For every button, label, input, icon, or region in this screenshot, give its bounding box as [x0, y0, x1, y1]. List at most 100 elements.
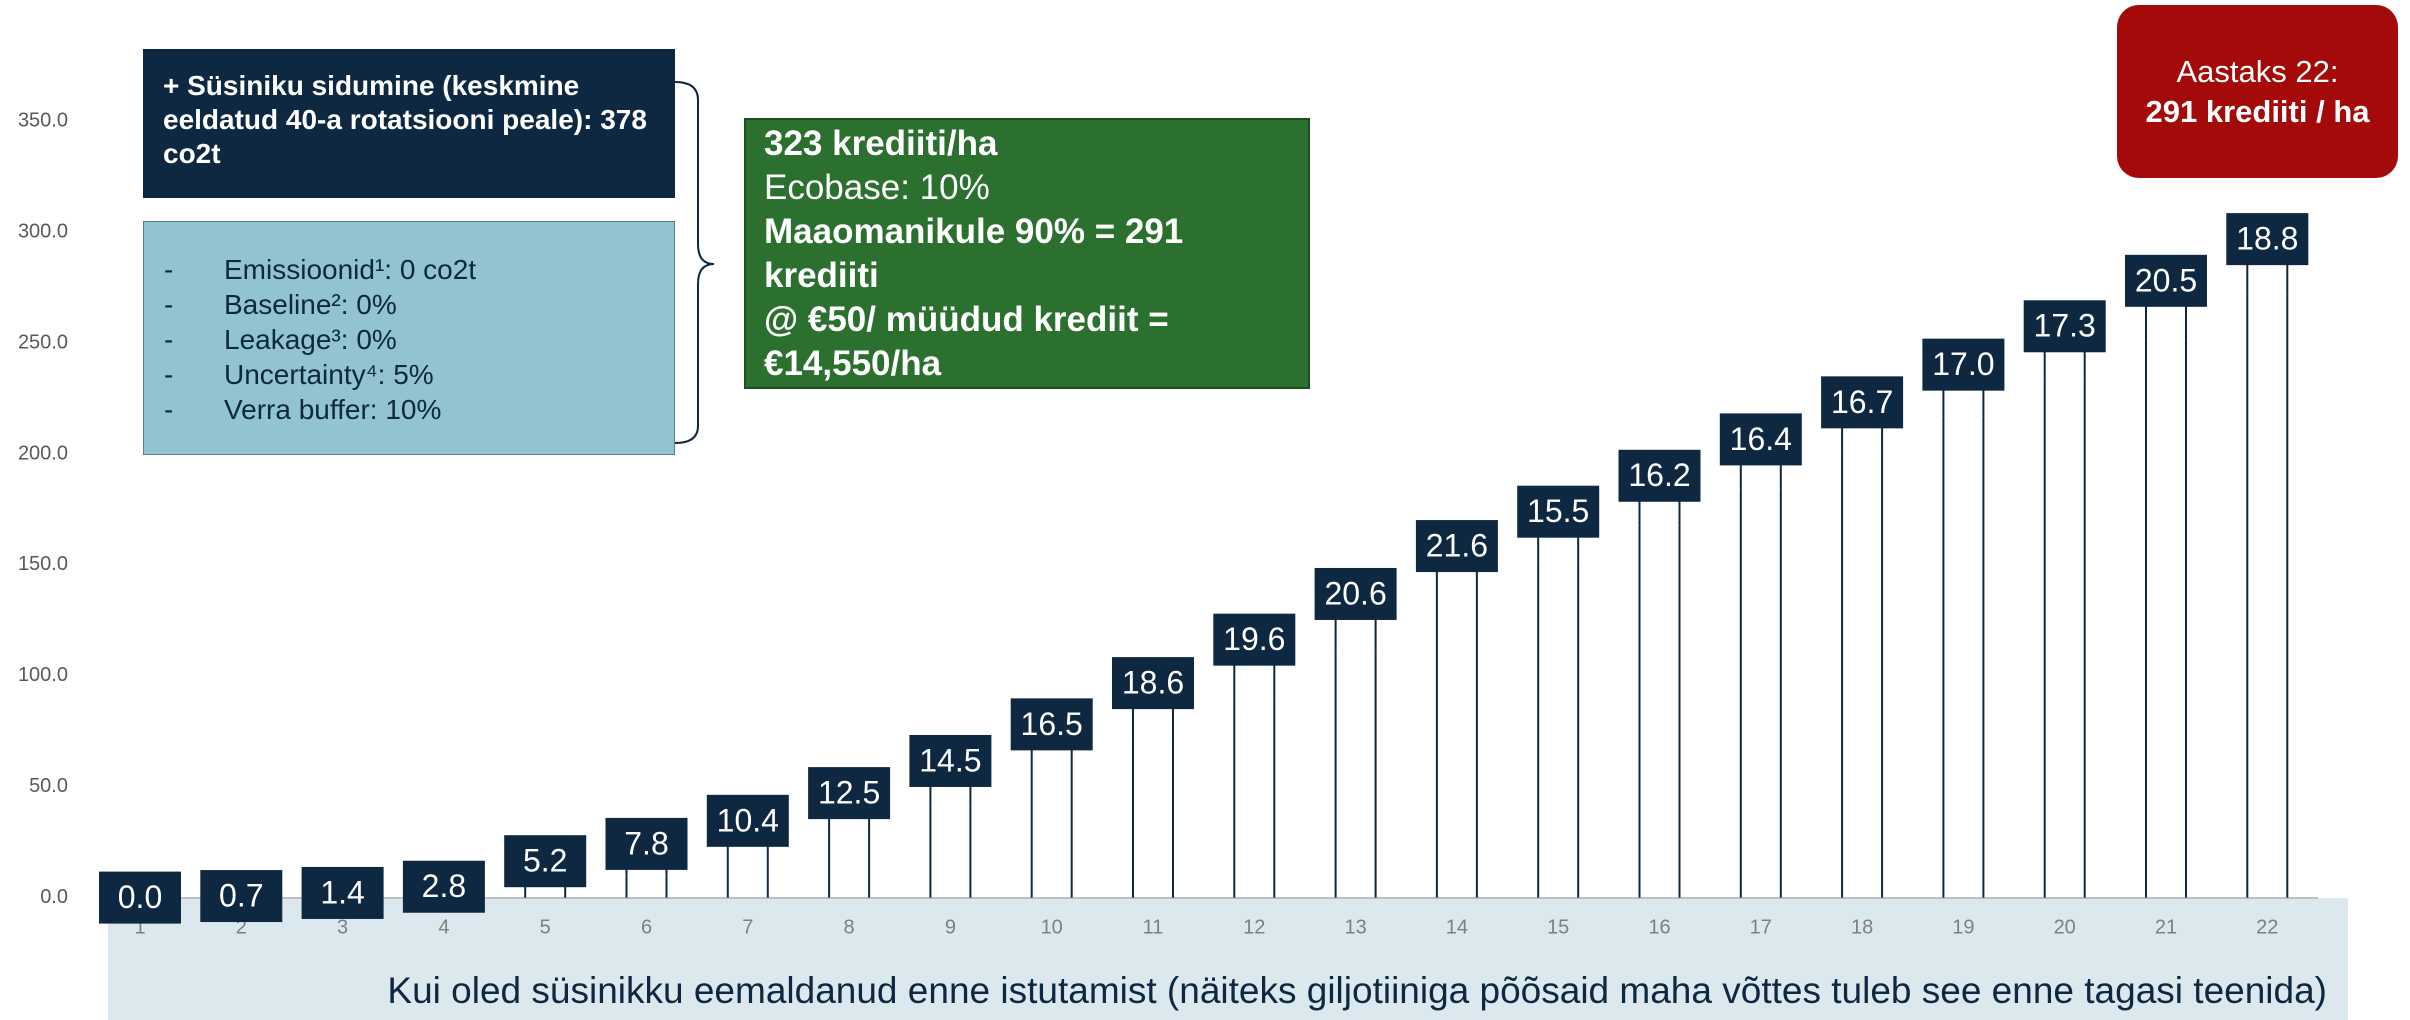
value-label: 17.3	[2034, 308, 2096, 344]
value-label: 20.6	[1324, 575, 1386, 611]
value-label-box	[504, 835, 587, 888]
parameter-item: Leakage³: 0%	[164, 322, 654, 357]
value-label-box	[1314, 567, 1397, 620]
x-tick-label: 12	[1243, 916, 1265, 938]
y-tick-label: 250.0	[18, 331, 68, 353]
value-label: 19.6	[1223, 621, 1285, 657]
y-tick-label: 350.0	[18, 110, 68, 132]
x-tick-label: 13	[1344, 916, 1366, 938]
value-label-box	[200, 870, 283, 923]
y-tick-label: 200.0	[18, 442, 68, 464]
value-label-box	[909, 734, 992, 787]
bar-base	[726, 857, 769, 898]
value-label-box	[1010, 698, 1093, 751]
value-label: 1.4	[320, 874, 364, 910]
parameter-item: Emissioonid¹: 0 co2t	[164, 252, 654, 287]
bar-base	[2145, 340, 2187, 898]
value-label: 16.7	[1831, 384, 1893, 420]
bar-base	[1132, 738, 1174, 898]
x-tick-label: 4	[438, 916, 449, 938]
x-tick-label: 9	[945, 916, 956, 938]
value-label: 14.5	[919, 742, 981, 778]
value-label: 20.5	[2135, 262, 2197, 298]
bar-base	[625, 875, 668, 898]
value-label-box	[706, 794, 789, 847]
y-tick-label: 300.0	[18, 221, 68, 243]
value-label-box	[1112, 657, 1194, 710]
bar-base	[1334, 653, 1377, 898]
value-label-box	[2226, 213, 2309, 266]
value-label: 7.8	[624, 825, 668, 861]
bar-base	[1030, 774, 1073, 898]
value-label: 5.2	[523, 843, 567, 879]
bar-base	[1435, 607, 1478, 898]
value-label: 18.8	[2236, 221, 2298, 257]
result-line: 323 krediiti/ha	[764, 124, 998, 163]
result-line: @ €50/ müüdud krediit = €14,550/ha	[764, 300, 1169, 383]
value-label: 21.6	[1426, 528, 1488, 564]
brace	[674, 81, 715, 444]
x-tick-label: 1	[134, 916, 145, 938]
value-label-box	[605, 817, 688, 870]
bar-base	[1537, 560, 1580, 898]
y-tick-label: 0.0	[40, 886, 68, 908]
x-tick-label: 16	[1648, 916, 1670, 938]
value-label-box	[1517, 485, 1600, 538]
value-label-box	[1922, 338, 2005, 391]
x-tick-label: 8	[844, 916, 855, 938]
y-tick-label: 100.0	[18, 664, 68, 686]
value-label: 0.7	[219, 878, 263, 914]
bar-base	[828, 834, 871, 898]
x-tick-label: 5	[540, 916, 551, 938]
value-label: 0.0	[118, 879, 162, 915]
value-label-box	[1618, 449, 1701, 502]
value-label-box	[1719, 413, 1802, 466]
x-tick-label: 15	[1547, 916, 1569, 938]
value-label-box	[808, 767, 891, 820]
x-tick-label: 20	[2054, 916, 2076, 938]
x-tick-label: 21	[2155, 916, 2177, 938]
result-line: Ecobase: 10%	[764, 168, 990, 207]
bar-base	[1233, 697, 1276, 898]
parameter-item: Uncertainty⁴: 5%	[164, 357, 654, 392]
value-label: 12.5	[818, 775, 880, 811]
bar-base	[524, 886, 567, 898]
value-label-box	[1415, 520, 1498, 573]
value-label-box	[402, 860, 485, 913]
x-tick-label: 18	[1851, 916, 1873, 938]
footnote: Kui oled süsinikku eemaldanud enne istut…	[387, 970, 2327, 1011]
x-tick-label: 3	[337, 916, 348, 938]
highlight-box: Aastaks 22: 291 krediiti / ha	[2117, 5, 2398, 178]
value-label: 16.2	[1628, 457, 1690, 493]
bar-base	[1841, 453, 1884, 898]
value-label-box	[301, 866, 384, 919]
highlight-line: 291 krediiti / ha	[2145, 94, 2370, 129]
bar-base	[1638, 525, 1681, 898]
value-label: 10.4	[717, 802, 779, 838]
x-tick-label: 14	[1446, 916, 1468, 938]
result-line: Maaomanikule 90% = 291 krediiti	[764, 212, 1184, 295]
x-tick-label: 22	[2256, 916, 2278, 938]
value-label: 15.5	[1527, 493, 1589, 529]
parameters-box: Emissioonid¹: 0 co2tBaseline²: 0%Leakage…	[143, 221, 675, 455]
y-tick-label: 50.0	[29, 775, 68, 797]
value-label-box	[2023, 300, 2106, 353]
value-label-box	[2125, 254, 2207, 307]
parameter-item: Verra buffer: 10%	[164, 392, 654, 427]
parameter-item: Baseline²: 0%	[164, 287, 654, 322]
value-label: 16.5	[1021, 706, 1083, 742]
value-label-box	[1213, 613, 1296, 666]
bar-base	[1739, 489, 1782, 898]
value-label: 18.6	[1122, 665, 1184, 701]
sequestration-box: + Süsiniku sidumine (keskmine eeldatud 4…	[143, 49, 675, 198]
bar-base	[929, 807, 972, 898]
bar-base	[2043, 378, 2086, 898]
x-tick-label: 19	[1952, 916, 1974, 938]
x-tick-label: 10	[1041, 916, 1063, 938]
bar-base	[1942, 416, 1985, 898]
value-label-box	[1821, 376, 1904, 429]
result-box: 323 krediiti/ha Ecobase: 10% Maaomanikule …	[744, 118, 1310, 389]
